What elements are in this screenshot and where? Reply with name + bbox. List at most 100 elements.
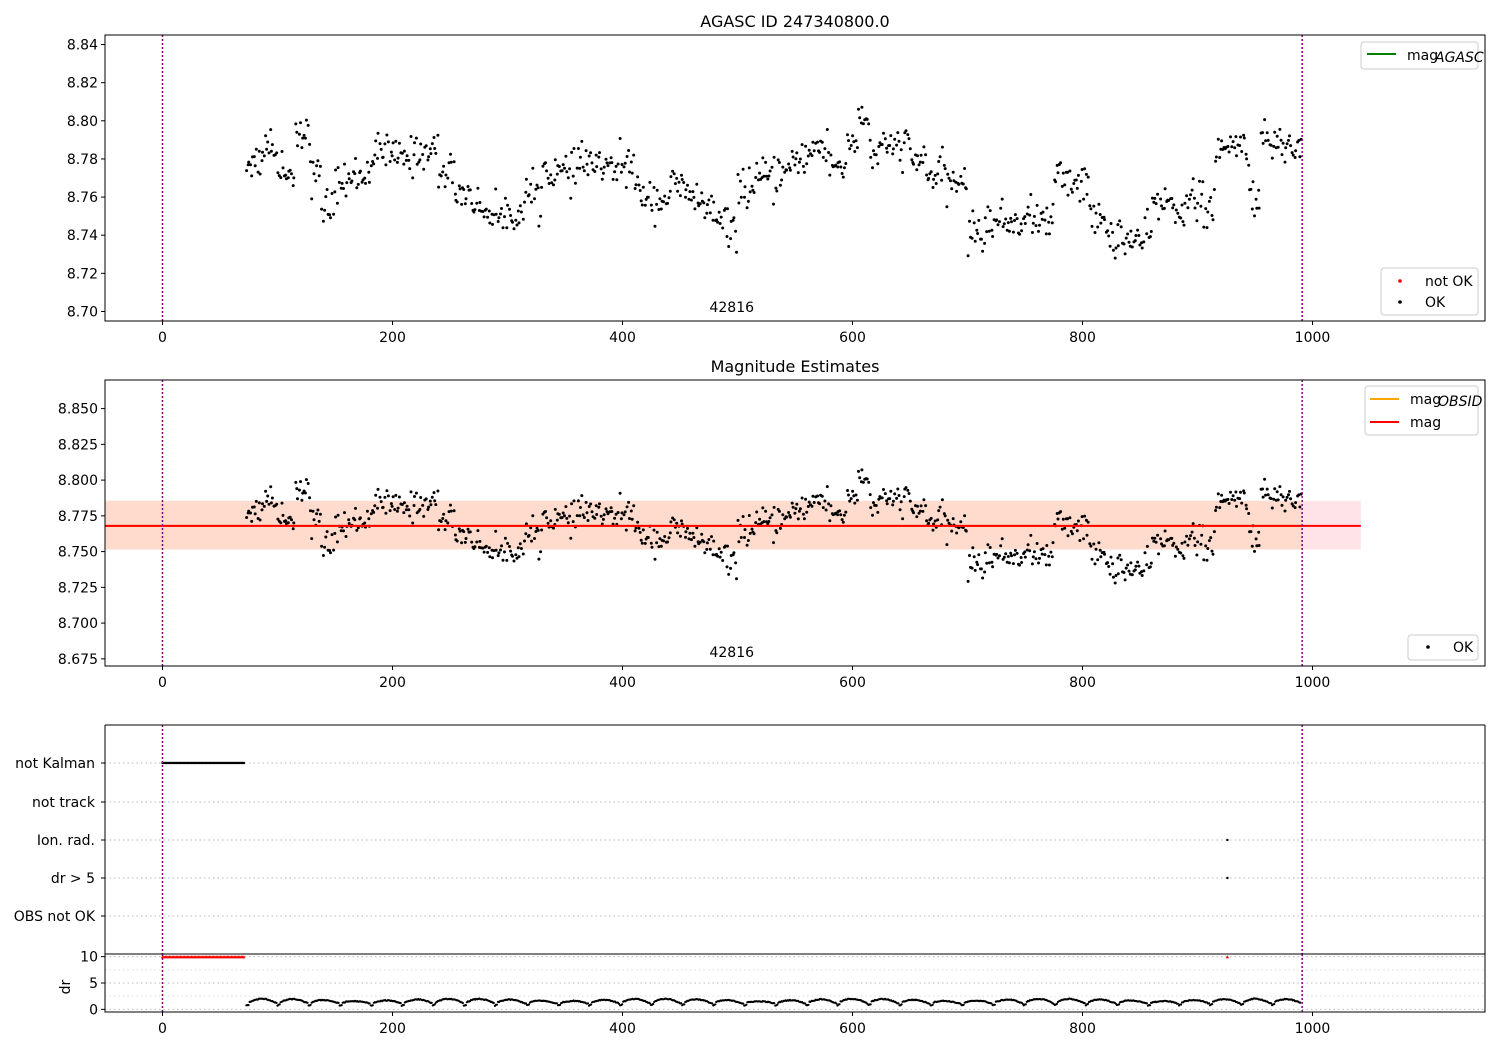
data-point <box>482 550 486 554</box>
data-point <box>334 168 338 172</box>
data-point <box>1114 574 1118 577</box>
data-point <box>266 140 270 144</box>
data-point <box>455 200 459 204</box>
data-point <box>1061 171 1065 175</box>
data-point <box>296 144 299 148</box>
data-point <box>616 511 620 514</box>
data-point <box>1137 564 1141 568</box>
data-point <box>857 107 860 111</box>
data-point <box>876 162 880 166</box>
dr-point <box>368 1002 371 1005</box>
data-point <box>1145 563 1149 567</box>
data-point <box>333 190 337 194</box>
data-point <box>672 172 676 176</box>
data-point <box>1136 228 1140 232</box>
data-point <box>1245 157 1249 161</box>
data-point <box>899 148 903 152</box>
data-point <box>514 553 518 557</box>
data-point <box>795 502 799 506</box>
data-point <box>388 160 392 163</box>
data-point <box>746 539 750 542</box>
data-point <box>1060 184 1064 188</box>
data-point <box>918 160 922 164</box>
data-point <box>533 537 536 540</box>
data-point <box>972 221 976 225</box>
data-point <box>257 149 261 153</box>
data-point <box>535 183 539 187</box>
data-point <box>294 122 298 126</box>
data-point <box>1210 549 1214 553</box>
data-point <box>279 176 283 180</box>
data-point <box>846 489 849 492</box>
data-point <box>643 203 647 207</box>
data-point <box>1145 232 1149 236</box>
data-point <box>1122 242 1126 246</box>
data-point <box>820 494 824 498</box>
data-point <box>622 165 626 169</box>
data-point <box>657 208 661 211</box>
data-point <box>396 506 400 510</box>
data-point <box>434 151 438 155</box>
data-point <box>291 527 295 531</box>
data-point <box>587 505 591 508</box>
data-point <box>1082 197 1086 201</box>
data-point <box>1209 196 1213 199</box>
data-point <box>998 554 1001 558</box>
data-point <box>821 506 825 510</box>
data-point <box>503 196 507 200</box>
data-point <box>957 182 961 186</box>
data-point <box>1185 194 1189 198</box>
data-point <box>434 503 438 507</box>
data-point <box>1126 232 1130 236</box>
data-point <box>540 528 544 532</box>
data-point <box>823 147 827 151</box>
data-point <box>1129 229 1133 233</box>
data-point <box>736 173 740 176</box>
data-point <box>1013 219 1016 222</box>
data-point <box>463 540 467 544</box>
legend-box <box>1360 41 1479 70</box>
data-point <box>430 142 434 146</box>
data-point <box>488 555 492 559</box>
data-point <box>737 540 741 544</box>
data-point <box>1076 173 1080 177</box>
data-point <box>407 158 411 162</box>
data-point <box>983 551 987 555</box>
data-point <box>355 528 359 532</box>
data-point <box>1187 537 1191 541</box>
data-point <box>991 235 995 238</box>
data-point <box>1234 490 1238 494</box>
x-tick-label: 600 <box>839 330 866 346</box>
data-point <box>439 174 443 178</box>
data-point <box>310 197 314 201</box>
data-point <box>951 517 955 521</box>
data-point <box>632 153 636 157</box>
data-point <box>882 131 885 135</box>
data-point <box>614 164 618 168</box>
data-point <box>561 511 565 515</box>
data-point <box>1276 498 1280 502</box>
data-point <box>888 497 892 501</box>
data-point <box>460 541 464 545</box>
data-point <box>853 150 857 153</box>
dr-point <box>309 1003 312 1006</box>
data-point <box>363 176 367 180</box>
data-point <box>1045 206 1049 210</box>
data-point <box>317 519 321 523</box>
data-point <box>460 202 464 206</box>
data-point <box>280 501 284 505</box>
data-point <box>680 522 684 526</box>
data-point <box>1150 196 1154 200</box>
data-point <box>408 514 412 518</box>
data-point <box>990 228 994 232</box>
data-point <box>1070 190 1074 194</box>
data-point <box>433 499 437 503</box>
data-point <box>356 526 360 530</box>
data-point <box>355 186 359 190</box>
data-point <box>1140 574 1144 577</box>
data-point <box>938 505 942 509</box>
data-point <box>838 160 842 164</box>
data-point <box>764 509 768 513</box>
data-point <box>389 502 393 506</box>
